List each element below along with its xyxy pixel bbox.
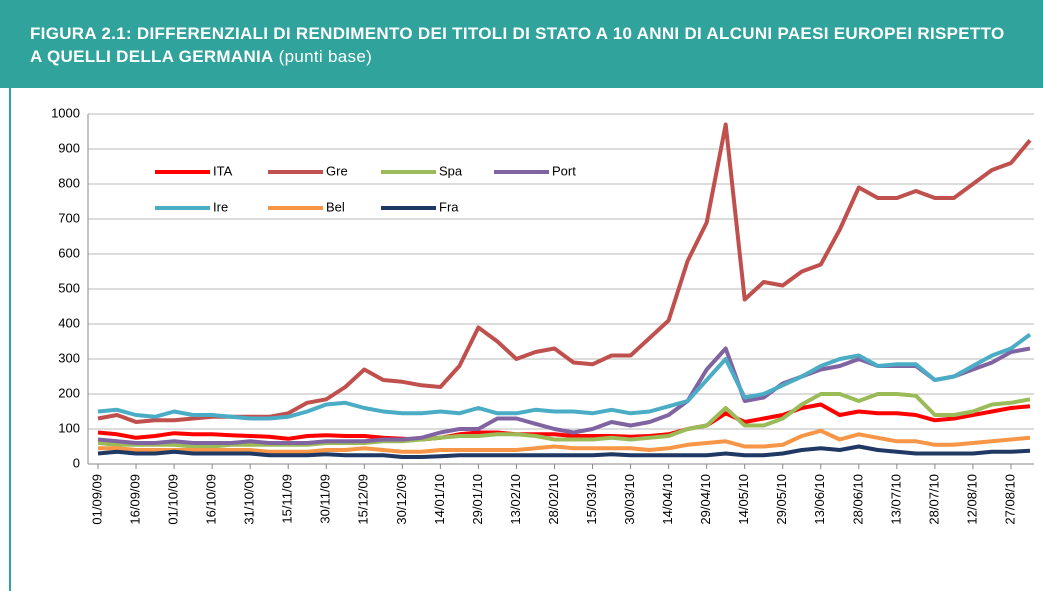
y-tick-label: 100: [58, 420, 80, 435]
series-line: [97, 444, 1031, 459]
x-tick-label: 28/07/10: [926, 474, 941, 525]
legend-label: Fra: [439, 199, 459, 214]
x-tick-label: 15/12/09: [356, 474, 371, 525]
series-line: [97, 392, 1031, 449]
chart: 0 100 200 300 400 500 600 700 800 900 1000 01/09/09…: [51, 105, 1034, 525]
x-tick-label: 29/01/10: [470, 474, 485, 525]
x-tick-label: 28/06/10: [850, 474, 865, 525]
x-tick-label: 12/08/10: [964, 474, 979, 525]
legend-label: Gre: [326, 163, 348, 178]
x-tick-label: 14/04/10: [660, 474, 675, 525]
x-tick-label: 16/09/09: [127, 474, 142, 525]
x-tick-label: 30/03/10: [622, 474, 637, 525]
x-tick-label: 16/10/09: [204, 474, 219, 525]
x-tick-label: 27/08/10: [1002, 474, 1017, 525]
x-tick-label: 13/06/10: [812, 474, 827, 525]
x-tick-label: 01/10/09: [166, 474, 181, 525]
y-tick-label: 900: [58, 140, 80, 155]
y-tick-label: 0: [73, 455, 80, 470]
x-tick-label: 15/11/09: [280, 474, 295, 524]
legend-label: Bel: [326, 199, 345, 214]
legend-label: Spa: [439, 163, 463, 178]
x-tick-label: 28/02/10: [546, 474, 561, 525]
legend-label: Ire: [213, 199, 228, 214]
x-tick-label: 30/11/09: [318, 474, 333, 524]
series-line: [97, 332, 1032, 421]
side-rule: [9, 88, 11, 591]
y-tick-label: 600: [58, 245, 80, 260]
x-tick-label: 31/10/09: [242, 474, 257, 525]
x-tick-label: 29/04/10: [698, 474, 713, 525]
legend-label: Port: [552, 163, 576, 178]
legend-label: ITA: [213, 163, 233, 178]
y-tick-label: 200: [58, 385, 80, 400]
y-tick-label: 800: [58, 175, 80, 190]
x-tick-label: 14/05/10: [736, 474, 751, 525]
y-tick-label: 1000: [51, 105, 80, 120]
y-tick-label: 300: [58, 350, 80, 365]
y-tick-label: 400: [58, 315, 80, 330]
y-tick-label: 500: [58, 280, 80, 295]
y-tick-label: 700: [58, 210, 80, 225]
series-line: [97, 402, 1031, 442]
x-tick-label: 29/05/10: [774, 474, 789, 525]
x-tick-label: 15/03/10: [584, 474, 599, 525]
chart-title: FIGURA 2.1: DIFFERENZIALI DI RENDIMENTO …: [30, 24, 1005, 66]
chart-subtitle: (punti base): [278, 47, 373, 66]
x-tick-label: 01/09/09: [89, 474, 104, 525]
x-tick-label: 30/12/09: [394, 474, 409, 525]
header: FIGURA 2.1: DIFFERENZIALI DI RENDIMENTO …: [0, 0, 1043, 88]
x-tick-label: 14/01/10: [432, 474, 447, 525]
x-tick-label: 13/07/10: [888, 474, 903, 525]
x-tick-label: 13/02/10: [508, 474, 523, 525]
series-line: [98, 428, 1031, 454]
